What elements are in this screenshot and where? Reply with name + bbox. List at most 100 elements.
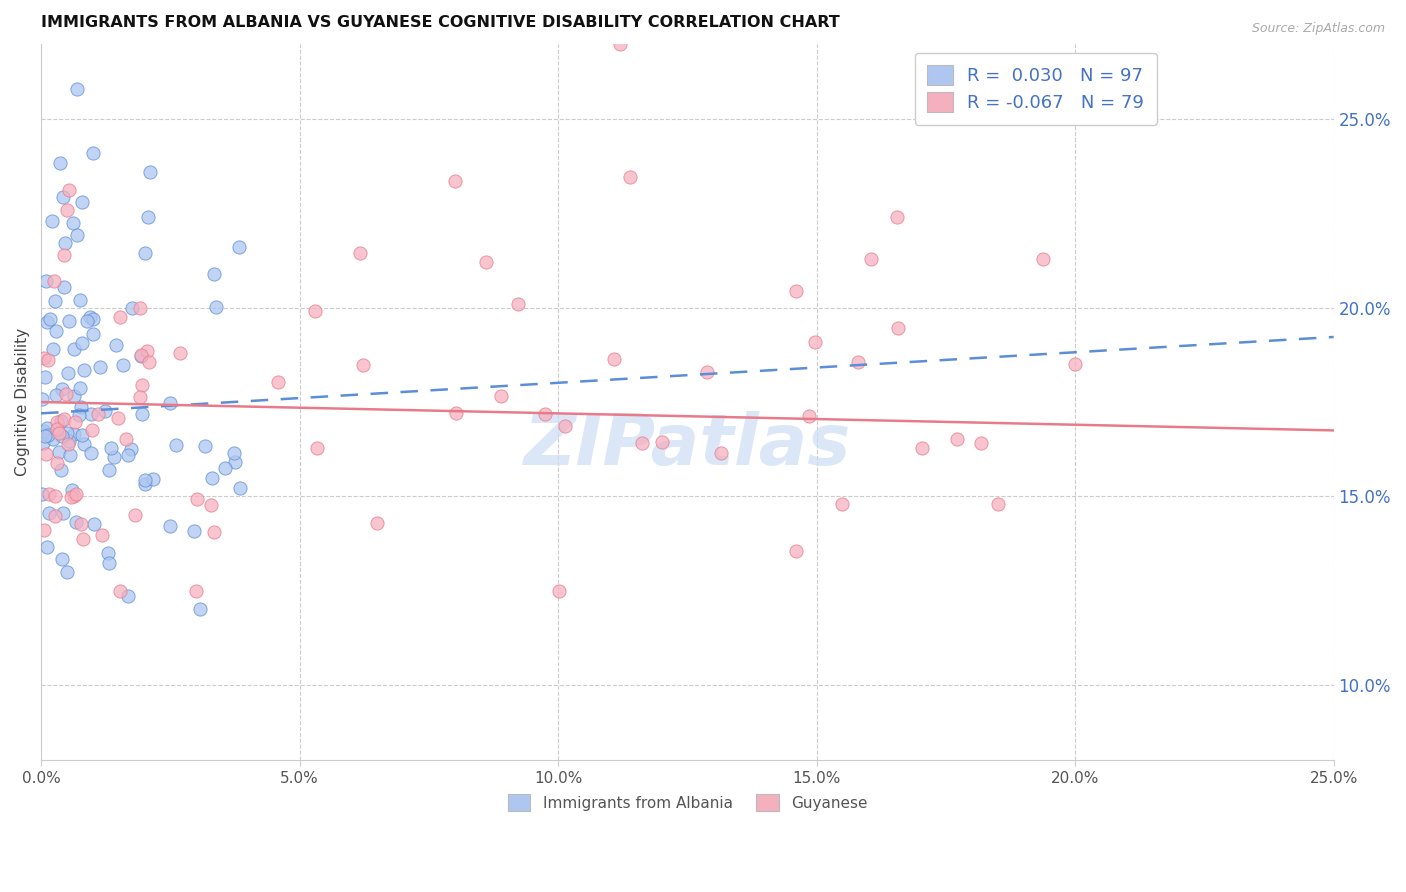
Point	[120, 442, 142, 457]
Point	[80, 445, 103, 459]
Point	[76, 314, 98, 328]
Point	[224, 455, 246, 469]
Point	[62, 216, 84, 230]
Point	[188, 602, 211, 616]
Point	[547, 583, 569, 598]
Point	[91, 528, 114, 542]
Point	[53, 411, 76, 425]
Point	[352, 359, 374, 373]
Point	[56, 367, 79, 381]
Point	[111, 358, 134, 372]
Point	[129, 390, 152, 404]
Point	[31, 425, 53, 440]
Point	[110, 583, 132, 598]
Point	[107, 411, 129, 425]
Point	[117, 589, 139, 603]
Point	[82, 146, 104, 161]
Point	[51, 383, 73, 397]
Point	[121, 301, 143, 316]
Text: Source: ZipAtlas.com: Source: ZipAtlas.com	[1251, 22, 1385, 36]
Point	[860, 252, 883, 267]
Point	[35, 540, 58, 554]
Point	[201, 471, 224, 485]
Point	[72, 532, 94, 546]
Point	[222, 446, 245, 460]
Point	[803, 334, 825, 349]
Y-axis label: Cognitive Disability: Cognitive Disability	[15, 328, 30, 476]
Point	[349, 246, 371, 260]
Point	[69, 381, 91, 395]
Point	[32, 424, 55, 438]
Point	[73, 363, 96, 377]
Point	[59, 490, 82, 504]
Point	[32, 351, 55, 365]
Point	[785, 285, 807, 299]
Point	[37, 352, 59, 367]
Point	[603, 352, 626, 367]
Point	[491, 389, 513, 403]
Point	[31, 435, 53, 450]
Point	[65, 415, 87, 429]
Point	[87, 407, 110, 421]
Point	[63, 342, 86, 356]
Point	[184, 583, 207, 598]
Point	[554, 418, 576, 433]
Point	[79, 310, 101, 324]
Point	[56, 437, 79, 451]
Point	[35, 274, 58, 288]
Point	[42, 432, 65, 446]
Point	[52, 506, 75, 520]
Point	[37, 427, 59, 442]
Point	[63, 489, 86, 503]
Point	[58, 183, 80, 197]
Point	[131, 378, 153, 392]
Point	[69, 408, 91, 422]
Point	[34, 429, 56, 443]
Point	[52, 190, 75, 204]
Legend: Immigrants from Albania, Guyanese: Immigrants from Albania, Guyanese	[502, 789, 873, 817]
Point	[65, 486, 87, 500]
Point	[82, 423, 104, 437]
Point	[200, 498, 222, 512]
Point	[202, 267, 225, 281]
Point	[48, 426, 70, 441]
Point	[619, 170, 641, 185]
Point	[56, 202, 79, 217]
Point	[159, 396, 181, 410]
Point	[73, 437, 96, 451]
Point	[35, 315, 58, 329]
Text: ZIPatlas: ZIPatlas	[523, 410, 851, 480]
Point	[609, 37, 631, 51]
Point	[135, 343, 157, 358]
Point	[41, 214, 63, 228]
Point	[946, 432, 969, 446]
Point	[46, 457, 69, 471]
Point	[39, 312, 62, 326]
Point	[44, 508, 66, 523]
Point	[83, 517, 105, 532]
Point	[45, 324, 67, 338]
Point	[58, 434, 80, 448]
Point	[42, 275, 65, 289]
Point	[59, 448, 82, 462]
Point	[49, 156, 72, 170]
Point	[797, 409, 820, 424]
Point	[34, 370, 56, 384]
Point	[69, 516, 91, 531]
Point	[31, 487, 53, 501]
Point	[886, 211, 908, 225]
Point	[131, 407, 153, 421]
Point	[31, 392, 53, 406]
Point	[58, 314, 80, 328]
Point	[1063, 357, 1085, 371]
Point	[142, 472, 165, 486]
Point	[139, 165, 162, 179]
Point	[94, 404, 117, 418]
Point	[103, 450, 125, 464]
Point	[35, 447, 58, 461]
Point	[533, 407, 555, 421]
Point	[55, 387, 77, 401]
Point	[45, 387, 67, 401]
Point	[987, 497, 1010, 511]
Point	[305, 441, 328, 455]
